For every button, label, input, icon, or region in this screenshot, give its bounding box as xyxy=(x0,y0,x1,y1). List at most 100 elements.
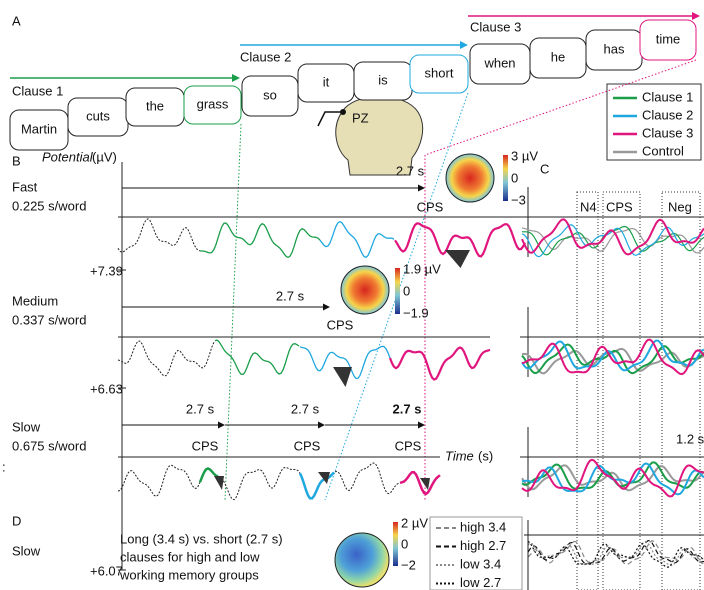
panel-label: B xyxy=(12,153,21,168)
legend-label: low 3.4 xyxy=(460,556,501,571)
axis-label: Potential xyxy=(42,149,94,164)
waveform xyxy=(528,541,704,567)
margin-mark: : xyxy=(2,459,6,474)
legend-label: Clause 1 xyxy=(642,89,693,104)
word: has xyxy=(604,41,625,56)
waveform xyxy=(522,460,704,497)
row-title: Slow xyxy=(12,419,41,434)
waveform xyxy=(320,222,394,258)
row-title: Medium xyxy=(12,293,58,308)
cps-label: CPS xyxy=(395,438,422,453)
colorbar-label: 1.9 µV xyxy=(403,261,441,276)
word: the xyxy=(146,98,164,113)
panel-label: A xyxy=(12,13,21,28)
window-label: Neg xyxy=(668,199,692,214)
duration-label: 2.7 s xyxy=(186,401,215,416)
cps-label: CPS xyxy=(294,438,321,453)
electrode-dot xyxy=(340,109,346,115)
waveform xyxy=(215,340,299,374)
word: cuts xyxy=(86,108,110,123)
row-rate: 0.337 s/word xyxy=(12,312,86,327)
waveform xyxy=(390,348,490,380)
duration-label: 2.7 s xyxy=(291,401,320,416)
window-label: CPS xyxy=(606,199,633,214)
word: is xyxy=(378,72,388,87)
cps-area xyxy=(214,476,224,490)
legend-label: low 2.7 xyxy=(460,575,501,590)
word: Martin xyxy=(21,121,57,136)
scale-label: 1.2 s xyxy=(676,431,704,446)
waveform xyxy=(335,463,399,494)
duration-label: 2.7 s xyxy=(396,163,425,178)
electrode-label: PZ xyxy=(352,110,369,125)
colorbar-label: −1.9 xyxy=(403,305,429,320)
connector xyxy=(225,124,241,500)
colorbar-label: 3 µV xyxy=(511,148,538,163)
scale-label: +6.07 xyxy=(90,563,123,578)
time-window xyxy=(603,192,640,590)
axis-unit: (s) xyxy=(478,448,493,463)
cps-area xyxy=(445,250,470,268)
description: working memory groups xyxy=(119,567,259,582)
waveform xyxy=(522,225,704,257)
clause-label: Clause 3 xyxy=(470,19,521,34)
cps-area xyxy=(333,367,352,387)
legend-label: Clause 2 xyxy=(642,107,693,122)
panel-label: D xyxy=(12,513,21,528)
waveform xyxy=(522,219,704,254)
colorbar xyxy=(503,155,508,201)
colorbar-label: −3 xyxy=(511,192,526,207)
window-label: N4 xyxy=(580,199,597,214)
clause-label: Clause 2 xyxy=(240,49,291,64)
waveform xyxy=(400,472,440,494)
colorbar xyxy=(393,522,398,566)
colorbar-label: −2 xyxy=(401,557,416,572)
arrow-head xyxy=(323,304,330,311)
word: he xyxy=(551,49,565,64)
arrow-head xyxy=(418,422,425,429)
legend-label: Clause 3 xyxy=(642,125,693,140)
waveform xyxy=(118,219,200,252)
topomap xyxy=(341,266,389,314)
duration-label: 2.7 s xyxy=(393,401,422,416)
legend-label: high 3.4 xyxy=(460,519,506,534)
waveform xyxy=(218,467,300,499)
waveform xyxy=(200,469,218,483)
arrow-head xyxy=(460,41,468,49)
colorbar xyxy=(395,268,400,314)
cps-label: CPS xyxy=(327,317,354,332)
arrow-head xyxy=(318,422,325,429)
arrow-head xyxy=(692,12,700,20)
topomap xyxy=(335,533,389,587)
axis-label: Time xyxy=(445,448,474,463)
legend-label: high 2.7 xyxy=(460,538,506,553)
cps-label: CPS xyxy=(417,199,444,214)
row-rate: 0.675 s/word xyxy=(12,438,86,453)
topomap xyxy=(446,154,494,202)
row-title: Fast xyxy=(12,179,38,194)
description: Long (3.4 s) vs. short (2.7 s) xyxy=(120,531,283,546)
arrow-head xyxy=(418,185,425,192)
waveform xyxy=(200,223,320,257)
scale-label: +7.39 xyxy=(90,263,123,278)
panel-label: C xyxy=(540,161,549,176)
axis-unit: (µV) xyxy=(92,149,117,164)
description: clauses for high and low xyxy=(120,549,260,564)
scale-label: +6.63 xyxy=(90,381,123,396)
word: when xyxy=(483,55,515,70)
clause-label: Clause 1 xyxy=(12,83,63,98)
word: grass xyxy=(197,96,229,111)
colorbar-label: 0 xyxy=(511,170,518,185)
arrow-head xyxy=(218,422,225,429)
cps-label: CPS xyxy=(192,438,219,453)
word: so xyxy=(263,87,277,102)
arrow-head xyxy=(232,74,240,82)
colorbar-label: 0 xyxy=(403,283,410,298)
word: time xyxy=(656,31,681,46)
colorbar-label: 0 xyxy=(401,536,408,551)
time-window xyxy=(577,192,598,590)
row-rate: 0.225 s/word xyxy=(12,198,86,213)
colorbar-label: 2 µV xyxy=(401,515,428,530)
row-title: Slow xyxy=(12,543,41,558)
legend-label: Control xyxy=(642,143,684,158)
